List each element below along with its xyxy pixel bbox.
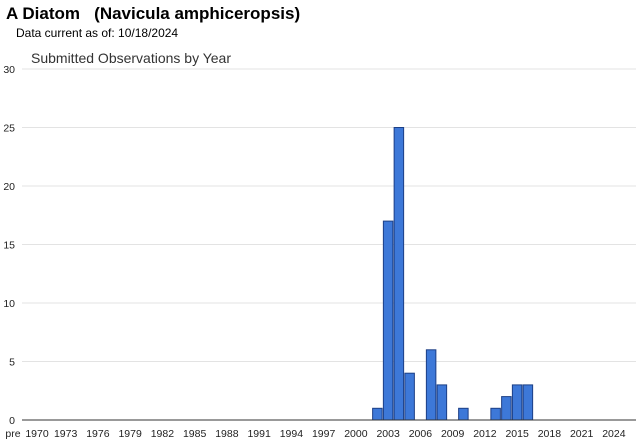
y-tick-label: 5	[9, 357, 15, 369]
x-tick-label: 2000	[344, 428, 368, 440]
bar-2010	[458, 407, 469, 421]
bar-2002	[372, 407, 383, 421]
bar-2014	[501, 396, 512, 421]
x-tick-label: 1976	[86, 428, 110, 440]
bar-2004	[393, 127, 405, 421]
x-tick-label: 2003	[376, 428, 400, 440]
x-tick-label: 1988	[215, 428, 239, 440]
x-tick-label: 2015	[505, 428, 529, 440]
y-tick-label: 30	[3, 64, 15, 76]
x-tick-label: 1991	[247, 428, 271, 440]
x-tick-label: pre	[5, 428, 20, 440]
bar-2016	[522, 384, 534, 421]
y-tick-label: 25	[3, 123, 15, 135]
y-tick-label: 0	[9, 415, 15, 427]
x-tick-label: 1973	[54, 428, 78, 440]
x-tick-label: 1982	[151, 428, 175, 440]
bar-2008	[436, 384, 448, 421]
data-current-label: Data current as of: 10/18/2024	[16, 26, 179, 40]
x-tick-label: 2009	[441, 428, 465, 440]
x-tick-label: 2024	[602, 428, 626, 440]
y-tick-label: 15	[3, 240, 15, 252]
y-tick-label: 10	[3, 298, 15, 310]
x-tick-label: 2021	[570, 428, 594, 440]
bar-2003	[382, 220, 394, 421]
bar-2005	[404, 372, 415, 421]
x-tick-label: 2006	[409, 428, 433, 440]
bar-2007	[425, 349, 437, 421]
x-tick-label: 1985	[183, 428, 207, 440]
x-tick-label: 2012	[473, 428, 497, 440]
bar-2013	[490, 407, 501, 421]
x-tick-label: 1970	[25, 428, 49, 440]
bar-2015	[511, 384, 523, 421]
x-tick-label: 1997	[312, 428, 336, 440]
x-tick-label: 1994	[280, 428, 304, 440]
x-tick-label: 1979	[118, 428, 142, 440]
x-tick-label: 2018	[538, 428, 562, 440]
page-title: A Diatom (Navicula amphiceropsis)	[6, 4, 301, 23]
chart-title: Submitted Observations by Year	[31, 50, 231, 66]
y-tick-label: 20	[3, 181, 15, 193]
